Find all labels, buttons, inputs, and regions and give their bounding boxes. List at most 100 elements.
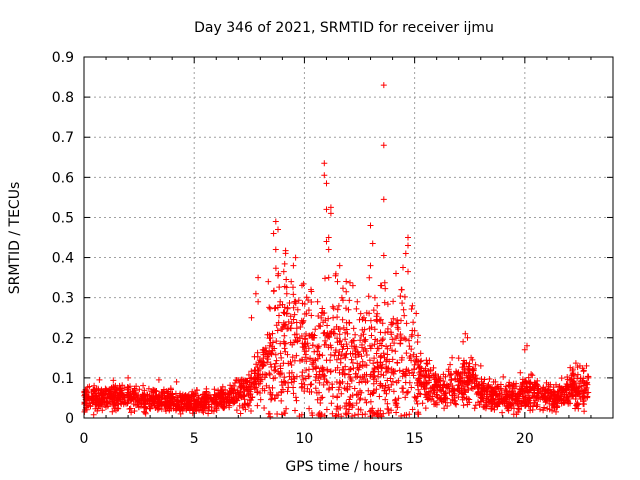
data-point [387, 375, 394, 382]
data-point [141, 387, 148, 394]
data-point [572, 393, 579, 400]
data-point [471, 383, 478, 390]
data-point [406, 337, 412, 344]
data-point [452, 376, 459, 383]
data-point [370, 409, 377, 416]
data-point [275, 319, 282, 326]
data-point [405, 268, 411, 275]
data-point [343, 405, 350, 412]
data-point [534, 383, 541, 389]
data-point [422, 367, 429, 374]
data-point [220, 404, 227, 411]
data-point [177, 410, 184, 417]
data-point [453, 368, 459, 375]
data-point [306, 389, 313, 395]
data-point [187, 404, 194, 411]
data-point [399, 300, 406, 307]
data-point [510, 411, 517, 418]
data-point [412, 358, 419, 365]
data-point [363, 309, 370, 316]
data-point [360, 314, 367, 321]
data-point [338, 390, 345, 397]
data-point [261, 405, 268, 411]
data-point [371, 294, 378, 301]
data-point [526, 397, 533, 404]
data-point [343, 341, 350, 348]
data-point [492, 378, 499, 385]
data-point [303, 367, 310, 374]
data-point [370, 360, 377, 367]
data-point [509, 385, 516, 392]
data-point [155, 376, 162, 383]
data-point [403, 320, 410, 327]
data-point [237, 388, 244, 395]
data-point [490, 390, 497, 397]
data-point [290, 284, 296, 291]
data-point [576, 362, 583, 369]
data-point [293, 319, 300, 326]
data-point [581, 382, 588, 389]
data-point [268, 396, 274, 403]
data-point [533, 403, 540, 410]
data-point [252, 375, 259, 382]
data-point [309, 361, 316, 368]
data-point [384, 301, 391, 308]
data-point [325, 234, 332, 241]
data-point [280, 360, 287, 367]
x-axis-label: GPS time / hours [285, 459, 402, 475]
data-point [542, 395, 549, 402]
data-point [459, 390, 466, 397]
data-point [383, 369, 390, 376]
data-point [375, 407, 382, 414]
data-point [307, 381, 314, 388]
data-point [460, 364, 467, 370]
data-point [346, 396, 353, 403]
data-point [445, 368, 452, 375]
data-point [281, 322, 288, 329]
data-point [134, 401, 141, 408]
data-point [558, 375, 565, 382]
data-point [245, 392, 252, 399]
data-point [140, 382, 147, 389]
data-point [370, 368, 377, 375]
data-point [397, 293, 404, 300]
data-point [401, 293, 408, 300]
data-point [349, 337, 356, 344]
data-point [288, 369, 295, 376]
data-point [353, 400, 360, 407]
data-point [364, 378, 371, 385]
data-point [417, 350, 424, 357]
data-point [89, 393, 96, 400]
data-point [345, 306, 352, 313]
data-point [322, 317, 329, 324]
data-point [328, 400, 335, 407]
data-point [134, 394, 141, 401]
data-point [264, 353, 271, 360]
grid-lines [84, 57, 613, 418]
data-point [460, 402, 467, 409]
data-point [332, 367, 339, 374]
data-point [218, 392, 225, 398]
data-point [251, 376, 258, 383]
data-point [290, 262, 297, 269]
data-point [236, 402, 243, 409]
data-point [497, 385, 504, 392]
data-point [477, 398, 484, 405]
data-point [436, 378, 442, 385]
data-point [422, 405, 429, 412]
data-point [496, 395, 503, 402]
data-point [419, 400, 426, 407]
data-point [411, 366, 418, 373]
data-point [126, 396, 133, 403]
data-point [99, 407, 106, 414]
data-point [245, 402, 252, 409]
data-point [408, 346, 415, 353]
data-point [324, 333, 331, 340]
data-point [330, 393, 336, 400]
y-tick-label: 0.5 [52, 210, 74, 226]
data-point [460, 357, 467, 364]
data-point [342, 354, 349, 361]
data-point [511, 405, 517, 412]
data-point [260, 362, 267, 369]
